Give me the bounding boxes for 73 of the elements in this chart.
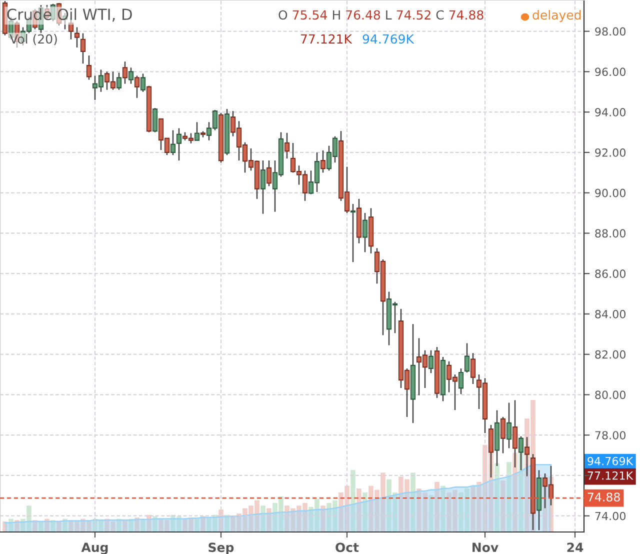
candlestick xyxy=(86,54,92,80)
bar xyxy=(56,521,62,532)
candlestick xyxy=(458,368,464,395)
y-tick-label: 80.00 xyxy=(595,390,626,400)
y-tick-label: 74.00 xyxy=(595,512,626,520)
candlestick xyxy=(284,132,290,160)
ref-line-label: 74.88 xyxy=(588,492,620,502)
candlestick xyxy=(362,212,368,253)
y-tick-label: 78.00 xyxy=(595,431,626,440)
bar xyxy=(362,492,368,532)
candlestick xyxy=(266,160,272,187)
y-tick-label: 86.00 xyxy=(595,270,626,278)
candlestick xyxy=(260,160,266,214)
y-tick-label: 94.00 xyxy=(595,108,626,116)
annotation: 77.121K xyxy=(301,34,352,44)
text: 77.121K xyxy=(588,471,634,480)
bar xyxy=(38,521,44,532)
bar xyxy=(200,516,206,532)
bar xyxy=(512,452,518,532)
bar xyxy=(134,517,140,532)
candlestick xyxy=(140,73,146,92)
y-tick-label: 92.00 xyxy=(595,148,626,157)
bar xyxy=(2,521,8,532)
bar xyxy=(440,486,446,532)
annotation: O 75.54 H 76.48 L 74.52 C 74.88 xyxy=(278,10,484,20)
bar xyxy=(428,495,434,532)
y-tick-label: 84.00 xyxy=(595,310,626,318)
y-tick-label: 96.00 xyxy=(595,68,626,76)
annotation: 94.769K xyxy=(362,34,414,44)
y-tick-label: 82.00 xyxy=(595,350,626,359)
bar xyxy=(410,472,416,532)
bar xyxy=(140,518,146,532)
bar xyxy=(194,518,200,532)
candlestick xyxy=(80,32,86,64)
bar xyxy=(494,463,500,532)
annotation: delayed xyxy=(532,10,581,22)
y-tick-label: 98.00 xyxy=(595,27,626,36)
candlestick xyxy=(428,350,434,374)
candlestick xyxy=(128,67,134,84)
candlestick xyxy=(464,342,470,374)
bar xyxy=(356,488,362,532)
candlestick xyxy=(152,107,158,133)
candlestick xyxy=(506,402,512,449)
text: 94.769K xyxy=(588,456,634,466)
candlestick xyxy=(134,75,140,99)
candlestick xyxy=(470,352,476,385)
bar xyxy=(350,470,356,532)
candlestick xyxy=(116,72,122,90)
candlestick xyxy=(350,203,356,263)
candlestick xyxy=(50,3,56,22)
bar xyxy=(152,516,158,532)
y-tick-label: 88.00 xyxy=(595,229,626,238)
annotation: Vol (20) xyxy=(10,34,57,46)
bar xyxy=(506,462,512,532)
bar xyxy=(434,482,440,532)
candlestick xyxy=(122,60,128,84)
bar xyxy=(320,506,326,532)
x-tick-label: 24 xyxy=(567,542,584,552)
bar xyxy=(224,514,230,532)
bar xyxy=(500,480,506,532)
candlestick xyxy=(176,128,182,162)
candlestick xyxy=(320,150,326,174)
y-tick-label: 90.00 xyxy=(595,188,626,198)
x-tick-label: Nov xyxy=(472,542,498,552)
candlestick xyxy=(170,130,176,156)
x-tick-label: Oct xyxy=(336,542,359,552)
chart-title: Crude Oil WTI, D xyxy=(7,8,132,22)
candlestick xyxy=(500,416,506,454)
candlestick xyxy=(194,122,200,141)
bar xyxy=(260,506,266,532)
candlestick xyxy=(74,26,80,48)
bar xyxy=(122,520,128,532)
bar xyxy=(266,508,272,532)
